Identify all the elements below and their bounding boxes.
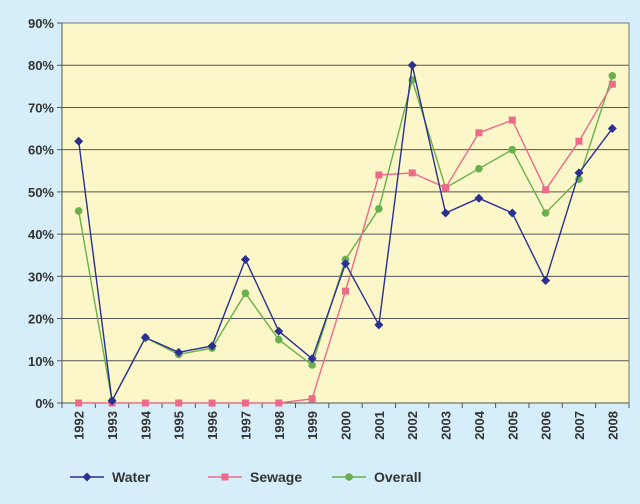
x-tick-label: 2004 xyxy=(472,410,487,440)
legend-item: Sewage xyxy=(208,469,302,485)
legend-label: Overall xyxy=(374,469,421,485)
data-point xyxy=(174,347,184,357)
data-point xyxy=(542,186,550,194)
x-tick-label: 1997 xyxy=(238,411,253,440)
data-point xyxy=(275,399,283,407)
data-point xyxy=(207,341,217,351)
data-point xyxy=(140,333,150,343)
y-tick-label: 70% xyxy=(28,100,54,115)
data-point xyxy=(441,208,451,218)
x-tick-label: 2003 xyxy=(439,411,454,440)
data-point xyxy=(342,287,349,295)
data-point xyxy=(475,164,483,173)
data-point xyxy=(575,137,583,145)
legend-item: Water xyxy=(70,469,151,485)
y-tick-label: 20% xyxy=(28,312,54,327)
data-point xyxy=(607,124,617,134)
data-point xyxy=(308,395,316,403)
data-point xyxy=(508,145,517,154)
series-water xyxy=(74,60,617,406)
x-tick-label: 2000 xyxy=(339,411,354,440)
data-point xyxy=(107,396,117,406)
data-point xyxy=(274,335,283,344)
x-tick-label: 1993 xyxy=(105,411,120,440)
y-tick-label: 30% xyxy=(28,269,54,284)
x-tick-label: 1992 xyxy=(72,411,87,440)
data-point xyxy=(75,399,83,407)
data-point xyxy=(507,208,517,218)
x-tick-label: 2006 xyxy=(539,411,554,440)
data-point xyxy=(574,168,584,178)
data-point xyxy=(240,254,250,264)
data-point xyxy=(241,289,250,298)
data-point xyxy=(608,71,617,80)
legend-item: Overall xyxy=(332,469,421,485)
plot-area xyxy=(62,23,629,403)
x-tick-label: 1998 xyxy=(272,411,287,440)
data-point xyxy=(175,399,183,407)
data-point xyxy=(408,169,416,177)
y-tick-label: 0% xyxy=(35,396,54,411)
data-point xyxy=(141,399,149,407)
data-point xyxy=(508,116,516,124)
data-point xyxy=(307,354,317,364)
y-axis: 0% 10% 20% 30% 40% 50% 60% 70% 80% 90% xyxy=(28,16,63,411)
data-point xyxy=(407,60,417,70)
series-layer xyxy=(74,60,617,407)
y-tick-label: 40% xyxy=(28,227,54,242)
data-point xyxy=(82,472,92,482)
data-point xyxy=(374,320,384,330)
x-tick-label: 2002 xyxy=(405,411,420,440)
x-tick-label: 2007 xyxy=(572,411,587,440)
legend-label: Sewage xyxy=(250,469,302,485)
data-point xyxy=(541,276,551,286)
legend-label: Water xyxy=(112,469,151,485)
data-point xyxy=(541,209,550,217)
data-point xyxy=(341,259,350,269)
y-tick-label: 90% xyxy=(28,16,54,31)
y-tick-label: 60% xyxy=(28,143,54,158)
data-point xyxy=(474,193,484,203)
data-point xyxy=(608,80,616,88)
x-tick-label: 1999 xyxy=(305,411,320,440)
legend: Water Sewage Overall xyxy=(70,469,421,485)
data-point xyxy=(442,184,450,192)
x-tick-label: 2008 xyxy=(605,411,620,440)
x-tick-label: 2001 xyxy=(372,411,387,440)
data-point xyxy=(375,171,383,179)
x-tick-label: 1994 xyxy=(138,410,153,440)
data-point xyxy=(345,473,353,481)
data-point xyxy=(208,399,216,407)
data-point xyxy=(74,136,84,146)
data-point xyxy=(274,326,284,336)
data-point xyxy=(241,399,249,407)
x-tick-label: 1995 xyxy=(172,411,187,440)
x-tick-label: 1996 xyxy=(205,411,220,440)
y-tick-label: 50% xyxy=(28,185,54,200)
data-point xyxy=(308,361,316,369)
data-point xyxy=(221,473,229,481)
y-tick-label: 10% xyxy=(28,354,54,369)
data-point xyxy=(375,204,383,213)
y-tick-label: 80% xyxy=(28,58,54,73)
x-tick-label: 2005 xyxy=(505,411,520,440)
data-point xyxy=(74,207,83,215)
data-point xyxy=(475,129,483,137)
